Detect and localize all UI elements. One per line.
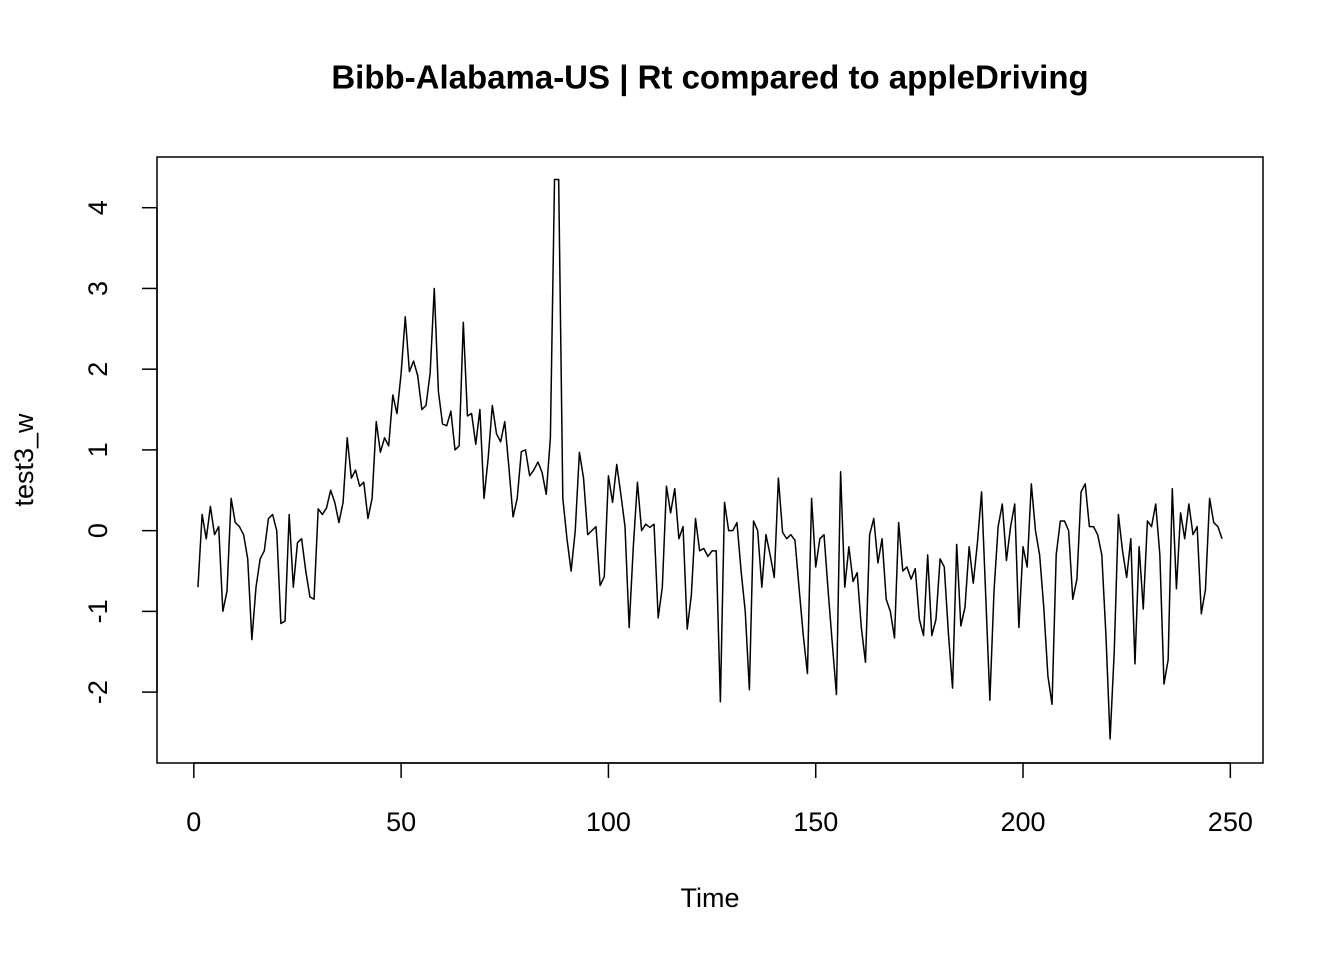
chart-title: Bibb-Alabama-US | Rt compared to appleDr… (331, 59, 1088, 96)
y-tick-label: -2 (83, 680, 113, 704)
x-tick-label: 150 (793, 807, 838, 837)
y-tick-label: 3 (83, 281, 113, 296)
y-tick-label: -1 (83, 599, 113, 623)
series-line (197, 178, 1223, 740)
x-tick-label: 250 (1208, 807, 1253, 837)
y-tick-label: 4 (83, 200, 113, 215)
x-tick-label: 0 (186, 807, 201, 837)
y-tick-label: 0 (83, 523, 113, 538)
y-tick-label: 1 (83, 442, 113, 457)
x-axis-label: Time (681, 883, 740, 913)
x-tick-label: 200 (1000, 807, 1045, 837)
x-tick-label: 100 (586, 807, 631, 837)
y-tick-label: 2 (83, 362, 113, 377)
y-axis-label: test3_w (9, 413, 39, 507)
x-tick-label: 50 (386, 807, 416, 837)
